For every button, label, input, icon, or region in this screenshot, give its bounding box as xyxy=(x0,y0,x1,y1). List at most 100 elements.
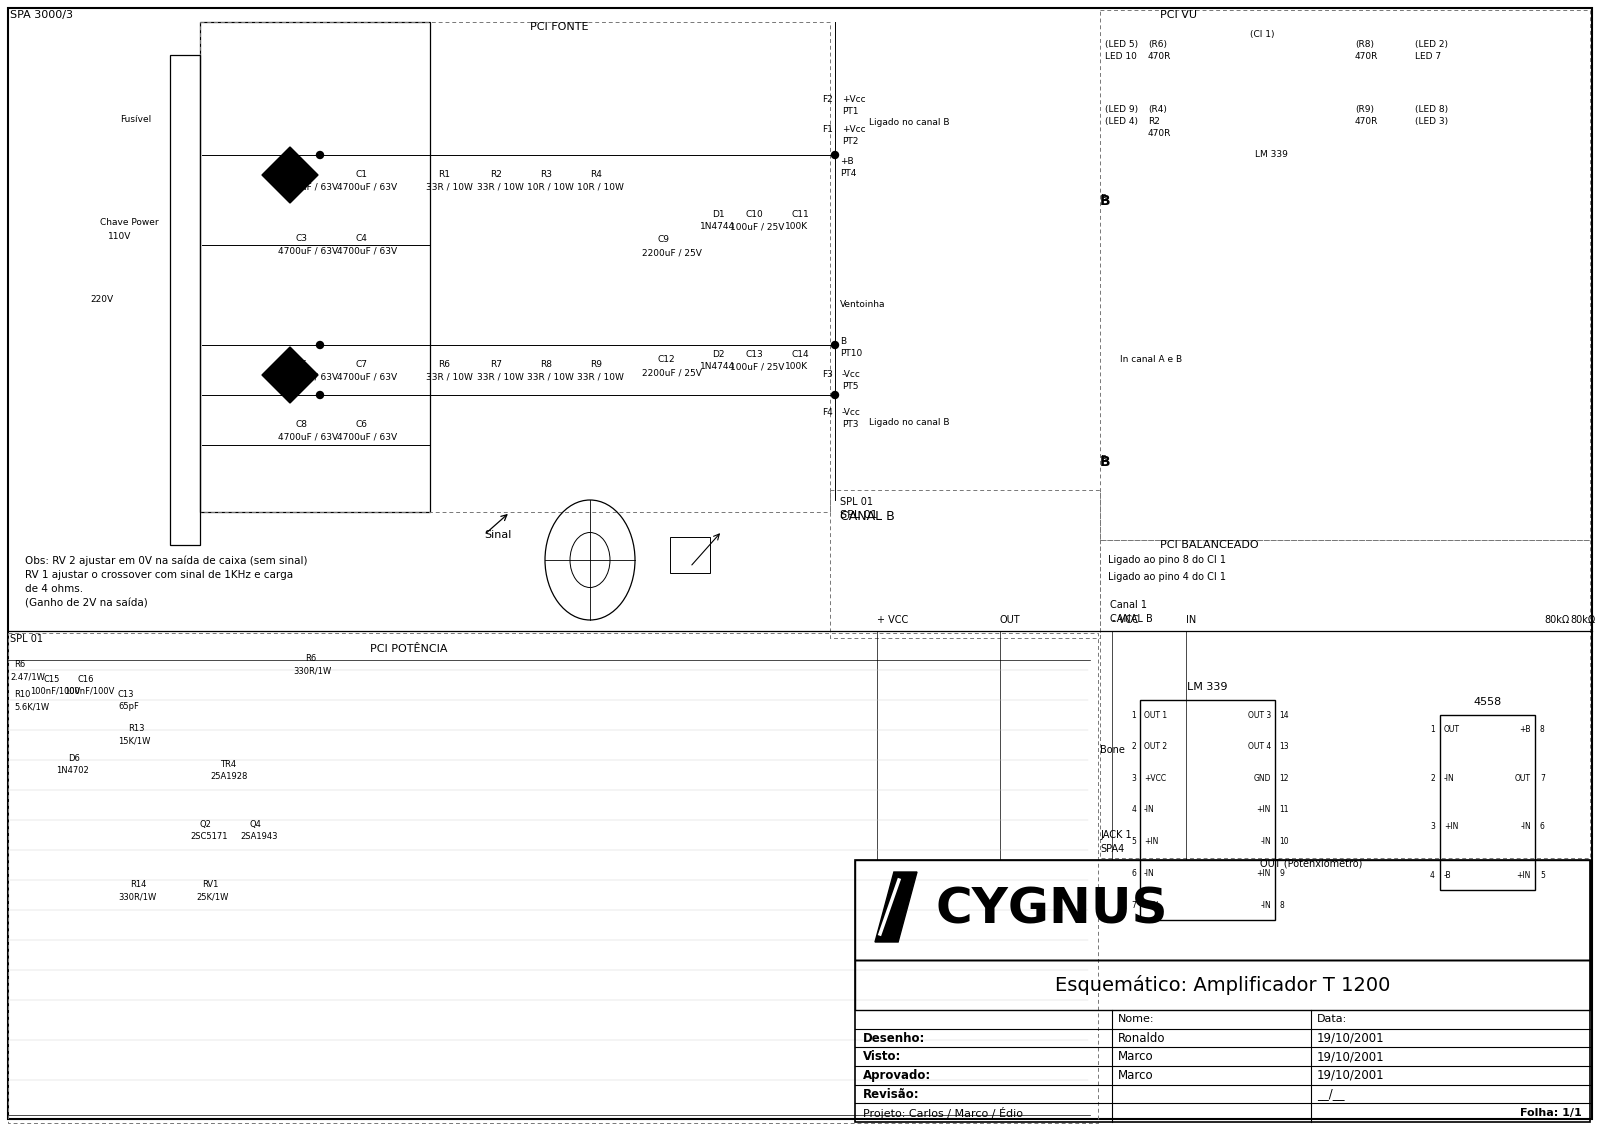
Text: C15: C15 xyxy=(45,675,61,684)
Text: 4700uF / 63V: 4700uF / 63V xyxy=(278,372,338,381)
Text: 19/10/2001: 19/10/2001 xyxy=(1317,1068,1384,1082)
Text: (LED 2): (LED 2) xyxy=(1414,39,1448,48)
Text: 19/10/2001: 19/10/2001 xyxy=(1317,1050,1384,1063)
Text: 5.6K/1W: 5.6K/1W xyxy=(14,702,50,711)
Text: 110V: 110V xyxy=(109,232,131,241)
Text: 100nF/100V: 100nF/100V xyxy=(30,687,80,696)
Text: C8: C8 xyxy=(294,420,307,429)
Text: 2200uF / 25V: 2200uF / 25V xyxy=(642,248,702,257)
Text: 4700uF / 63V: 4700uF / 63V xyxy=(278,181,338,190)
Text: +B: +B xyxy=(1520,726,1531,735)
Text: 4700uF / 63V: 4700uF / 63V xyxy=(278,246,338,255)
Text: 80kΩ: 80kΩ xyxy=(1544,615,1570,625)
Text: D1: D1 xyxy=(712,210,725,219)
Text: 9: 9 xyxy=(1278,869,1283,878)
Text: D6: D6 xyxy=(67,754,80,763)
Text: Marco: Marco xyxy=(1118,1068,1154,1082)
Text: 14: 14 xyxy=(1278,710,1288,719)
Text: 3: 3 xyxy=(1131,774,1136,783)
Text: OUT 4: OUT 4 xyxy=(1248,743,1270,752)
Text: 13: 13 xyxy=(1278,743,1288,752)
Text: C4: C4 xyxy=(355,234,366,243)
Text: SPA4: SPA4 xyxy=(1101,844,1125,854)
Text: +IN: +IN xyxy=(1144,837,1158,846)
Text: OUT (Potenxiometro): OUT (Potenxiometro) xyxy=(1261,858,1362,868)
Text: LM 339: LM 339 xyxy=(1254,150,1288,159)
Text: In canal A e B: In canal A e B xyxy=(1120,355,1182,364)
Text: R2: R2 xyxy=(490,170,502,179)
Text: B: B xyxy=(1101,455,1110,469)
Text: 11: 11 xyxy=(1278,806,1288,815)
Text: C3: C3 xyxy=(294,234,307,243)
Text: 5: 5 xyxy=(1539,870,1546,879)
Text: 3: 3 xyxy=(1430,823,1435,832)
Text: 330R/1W: 330R/1W xyxy=(293,666,331,675)
Text: C13: C13 xyxy=(746,350,763,360)
Text: 7: 7 xyxy=(1539,774,1546,783)
Text: 4700uF / 63V: 4700uF / 63V xyxy=(278,432,338,441)
Text: 25K/1W: 25K/1W xyxy=(195,891,229,900)
Text: B: B xyxy=(1101,194,1106,203)
Text: -IN: -IN xyxy=(1261,837,1270,846)
Text: (R6): (R6) xyxy=(1149,39,1166,48)
Text: LED 7: LED 7 xyxy=(1414,52,1442,61)
Bar xyxy=(670,536,710,573)
Text: -Vcc: -Vcc xyxy=(842,370,861,379)
Text: PT10: PT10 xyxy=(840,349,862,358)
Text: PT4: PT4 xyxy=(840,169,856,178)
Circle shape xyxy=(317,151,323,159)
Text: RV1: RV1 xyxy=(202,880,218,889)
Text: Ronaldo: Ronaldo xyxy=(1118,1031,1166,1045)
Text: 5: 5 xyxy=(1131,837,1136,846)
Text: (R4): (R4) xyxy=(1149,105,1166,114)
Text: 33R / 10W: 33R / 10W xyxy=(477,372,523,381)
Text: C9: C9 xyxy=(658,236,670,245)
Text: 2200uF / 25V: 2200uF / 25V xyxy=(642,369,702,378)
Text: Ventoinha: Ventoinha xyxy=(840,300,885,309)
Text: 4700uF / 63V: 4700uF / 63V xyxy=(338,181,397,190)
Text: R6: R6 xyxy=(14,660,26,669)
Text: R4: R4 xyxy=(590,170,602,179)
Text: 33R / 10W: 33R / 10W xyxy=(426,372,474,381)
Text: SPL 01: SPL 01 xyxy=(840,497,874,507)
Text: SPL 01: SPL 01 xyxy=(10,635,43,644)
Bar xyxy=(1139,700,1275,920)
Text: 33R / 10W: 33R / 10W xyxy=(526,372,574,381)
Text: R7: R7 xyxy=(490,360,502,369)
Text: R3: R3 xyxy=(541,170,552,179)
Bar xyxy=(1101,10,1590,540)
Text: Marco: Marco xyxy=(1118,1050,1154,1063)
Text: GND: GND xyxy=(1253,774,1270,783)
Bar xyxy=(200,23,830,512)
Bar xyxy=(1101,540,1590,858)
Text: (Ganho de 2V na saída): (Ganho de 2V na saída) xyxy=(26,598,147,607)
Polygon shape xyxy=(262,347,318,375)
Text: C13: C13 xyxy=(118,690,134,699)
Text: Ligado no canal B: Ligado no canal B xyxy=(869,418,949,427)
Text: Bone: Bone xyxy=(1101,745,1125,755)
Text: 2SA1943: 2SA1943 xyxy=(240,832,277,841)
Text: F2: F2 xyxy=(822,95,832,104)
Text: Canal 1: Canal 1 xyxy=(1110,600,1147,610)
Text: 80kΩ: 80kΩ xyxy=(1570,615,1595,625)
Text: LED 10: LED 10 xyxy=(1106,52,1138,61)
Text: (LED 8): (LED 8) xyxy=(1414,105,1448,114)
Text: 1N4744: 1N4744 xyxy=(701,222,734,231)
Text: Folha: 1/1: Folha: 1/1 xyxy=(1520,1108,1582,1118)
Text: R10: R10 xyxy=(14,690,30,699)
Text: 2.47/1W: 2.47/1W xyxy=(10,672,45,681)
Text: R13: R13 xyxy=(128,724,144,733)
Bar xyxy=(200,23,430,512)
Polygon shape xyxy=(875,872,917,942)
Text: Chave Power: Chave Power xyxy=(99,218,158,227)
Text: - VCC: - VCC xyxy=(1112,615,1139,625)
Text: -IN: -IN xyxy=(1144,806,1155,815)
Text: 100uF / 25V: 100uF / 25V xyxy=(730,222,784,231)
Text: 65pF: 65pF xyxy=(118,702,139,711)
Text: 330R/1W: 330R/1W xyxy=(118,891,157,900)
Text: 2SC5171: 2SC5171 xyxy=(190,832,227,841)
Bar xyxy=(8,633,1098,1122)
Circle shape xyxy=(832,151,838,159)
Text: +Vcc: +Vcc xyxy=(842,95,866,104)
Text: Revisão:: Revisão: xyxy=(862,1088,920,1100)
